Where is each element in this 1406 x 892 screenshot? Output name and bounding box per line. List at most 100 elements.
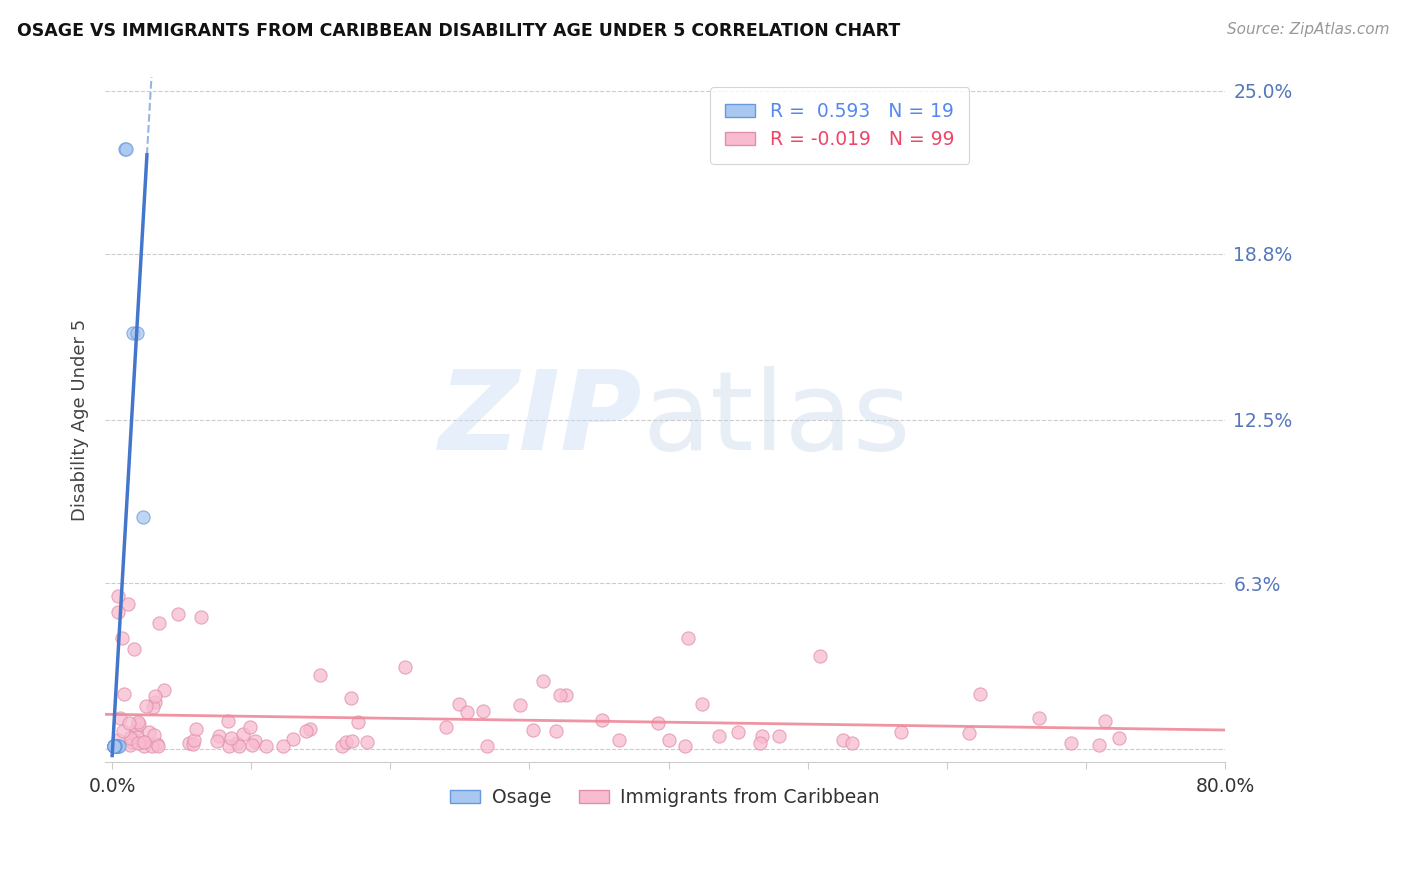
Point <box>132 739 155 754</box>
Point <box>114 142 136 156</box>
Point <box>128 716 150 731</box>
Point <box>340 690 363 705</box>
Point <box>434 720 457 734</box>
Point <box>121 735 143 749</box>
Point <box>768 729 790 743</box>
Point <box>225 735 247 749</box>
Point <box>104 739 127 754</box>
Point <box>658 733 681 747</box>
Point <box>141 739 163 754</box>
Point <box>707 729 730 743</box>
Point <box>342 734 364 748</box>
Point <box>103 739 125 754</box>
Point <box>127 715 149 730</box>
Point <box>138 724 160 739</box>
Point <box>118 739 141 753</box>
Point <box>127 326 149 340</box>
Point <box>184 723 207 737</box>
Point <box>1108 731 1130 745</box>
Text: ZIP: ZIP <box>439 367 643 474</box>
Point <box>107 739 129 754</box>
Point <box>522 723 544 738</box>
Point <box>143 695 166 709</box>
Point <box>105 739 128 754</box>
Point <box>218 739 240 754</box>
Point <box>208 729 231 743</box>
Point <box>122 641 145 656</box>
Point <box>105 739 128 754</box>
Point <box>181 737 204 751</box>
Point <box>239 720 262 734</box>
Point <box>394 659 416 673</box>
Point <box>1087 739 1109 753</box>
Point <box>356 735 378 749</box>
Point <box>228 739 250 754</box>
Point <box>1094 714 1116 729</box>
Point <box>449 698 471 712</box>
Point <box>127 731 149 745</box>
Point <box>115 142 138 156</box>
Point <box>831 733 853 747</box>
Point <box>103 739 125 754</box>
Point <box>751 729 773 743</box>
Point <box>103 739 125 754</box>
Point <box>107 732 129 747</box>
Text: OSAGE VS IMMIGRANTS FROM CARIBBEAN DISABILITY AGE UNDER 5 CORRELATION CHART: OSAGE VS IMMIGRANTS FROM CARIBBEAN DISAB… <box>17 22 900 40</box>
Point <box>142 700 165 714</box>
Point <box>143 728 166 742</box>
Text: atlas: atlas <box>643 367 911 474</box>
Point <box>132 734 155 748</box>
Point <box>890 724 912 739</box>
Point <box>120 731 142 746</box>
Point <box>969 687 991 701</box>
Point <box>104 739 127 754</box>
Legend: Osage, Immigrants from Caribbean: Osage, Immigrants from Caribbean <box>443 780 887 814</box>
Text: Source: ZipAtlas.com: Source: ZipAtlas.com <box>1226 22 1389 37</box>
Point <box>190 610 212 624</box>
Point <box>127 736 149 750</box>
Point <box>727 725 749 739</box>
Point <box>135 699 157 714</box>
Point <box>148 739 170 754</box>
Point <box>673 739 696 753</box>
Point <box>166 607 188 622</box>
Point <box>143 689 166 703</box>
Point <box>111 724 134 739</box>
Point <box>111 632 134 646</box>
Point <box>957 725 980 739</box>
Point <box>243 734 266 748</box>
Point <box>678 632 700 646</box>
Point <box>808 648 831 663</box>
Point <box>347 715 370 730</box>
Point <box>118 716 141 731</box>
Point <box>132 735 155 749</box>
Point <box>107 605 129 619</box>
Point <box>217 714 239 728</box>
Point <box>120 731 142 745</box>
Point <box>103 739 125 754</box>
Point <box>122 326 145 340</box>
Point <box>177 736 200 750</box>
Point <box>330 739 353 753</box>
Point <box>112 687 135 701</box>
Point <box>591 713 613 727</box>
Point <box>335 734 357 748</box>
Point <box>207 733 229 747</box>
Point <box>242 738 264 752</box>
Point <box>544 723 567 738</box>
Point <box>105 739 128 754</box>
Point <box>295 723 318 738</box>
Point <box>125 722 148 736</box>
Point <box>298 722 321 736</box>
Y-axis label: Disability Age Under 5: Disability Age Under 5 <box>72 318 89 521</box>
Point <box>690 697 713 711</box>
Point <box>256 739 278 754</box>
Point <box>509 698 531 713</box>
Point <box>108 711 131 725</box>
Point <box>841 736 863 750</box>
Point <box>1028 711 1050 725</box>
Point <box>103 739 125 754</box>
Point <box>183 732 205 747</box>
Point <box>471 704 494 718</box>
Point <box>107 739 129 754</box>
